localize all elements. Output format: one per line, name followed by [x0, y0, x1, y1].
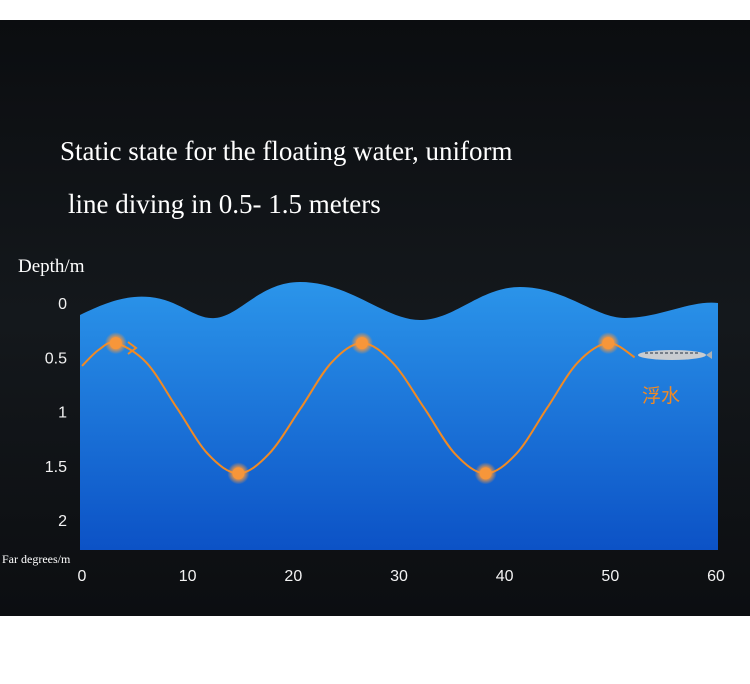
x-tick-label: 50 — [601, 568, 619, 585]
y-axis-label: Depth/m — [18, 256, 85, 277]
marker — [356, 337, 369, 350]
y-tick-label: 1 — [58, 405, 67, 422]
x-tick-label: 20 — [284, 568, 302, 585]
plot: 00.511.520 10 20 30 40 50 60 — [45, 296, 725, 585]
marker — [109, 337, 122, 350]
y-tick-label: 0 — [58, 296, 67, 313]
direction-arrow — [127, 341, 138, 355]
annotation: 浮水 — [642, 385, 680, 407]
x-tick-label: 40 — [496, 568, 514, 585]
marker — [232, 467, 245, 480]
y-tick-label: 0.5 — [45, 350, 67, 367]
water-area — [80, 282, 718, 550]
x-tick-label: 0 — [78, 568, 87, 585]
x-axis-label: Far degrees/m — [2, 552, 71, 566]
depth-line — [81, 341, 636, 475]
y-tick-label: 2 — [58, 513, 67, 530]
marker — [602, 337, 615, 350]
y-tick-label: 1.5 — [45, 459, 67, 476]
chart-title: Static state for the floating water, uni… — [60, 136, 513, 166]
x-tick-label: 60 — [707, 568, 725, 585]
x-tick-label: 10 — [179, 568, 197, 585]
lure-icon — [638, 350, 712, 360]
x-tick-label: 30 — [390, 568, 408, 585]
marker — [479, 467, 492, 480]
chart-subtitle: line diving in 0.5- 1.5 meters — [68, 189, 381, 219]
